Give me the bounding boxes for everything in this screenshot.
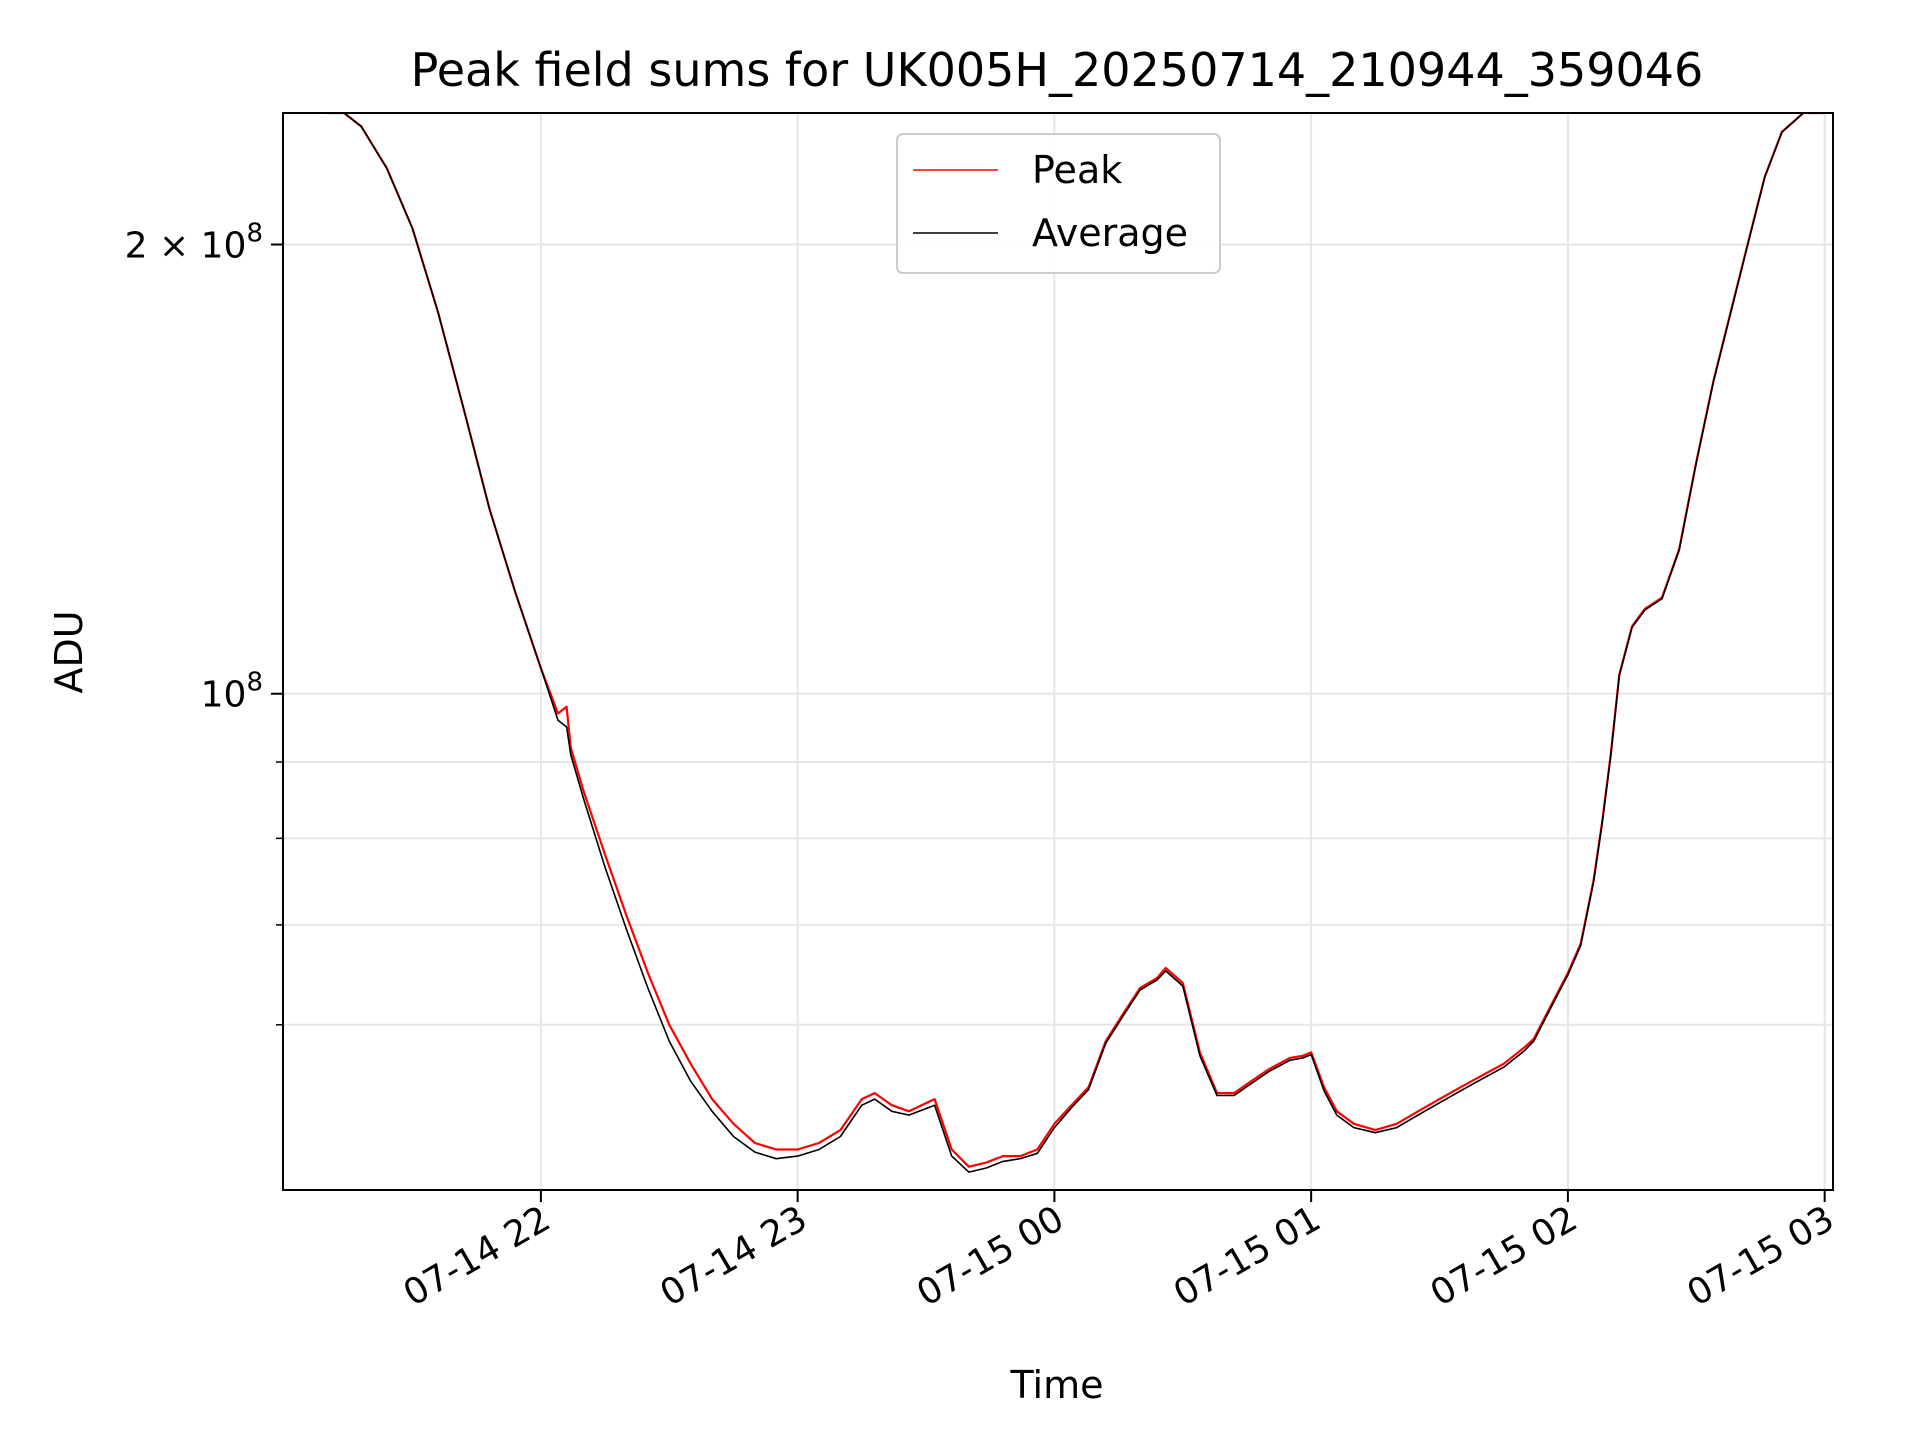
grid [283, 113, 1833, 1190]
legend-label-peak: Peak [1032, 148, 1122, 192]
legend-box [896, 133, 1221, 274]
plot-frame [282, 112, 1834, 1191]
y-axis-ticks: 108 2 × 108 [125, 219, 283, 1026]
y-tick-label: 108 [201, 668, 263, 716]
legend-label-average: Average [1032, 211, 1188, 255]
chart-title: Peak field sums for UK005H_20250714_2109… [411, 43, 1704, 97]
series-line-average [325, 113, 1825, 1173]
legend: Peak Average [896, 133, 1221, 274]
x-axis-label: Time [1010, 1363, 1104, 1407]
series-group [325, 113, 1825, 1173]
y-tick-label: 2 × 108 [125, 219, 263, 267]
y-axis-label: ADU [47, 610, 91, 693]
